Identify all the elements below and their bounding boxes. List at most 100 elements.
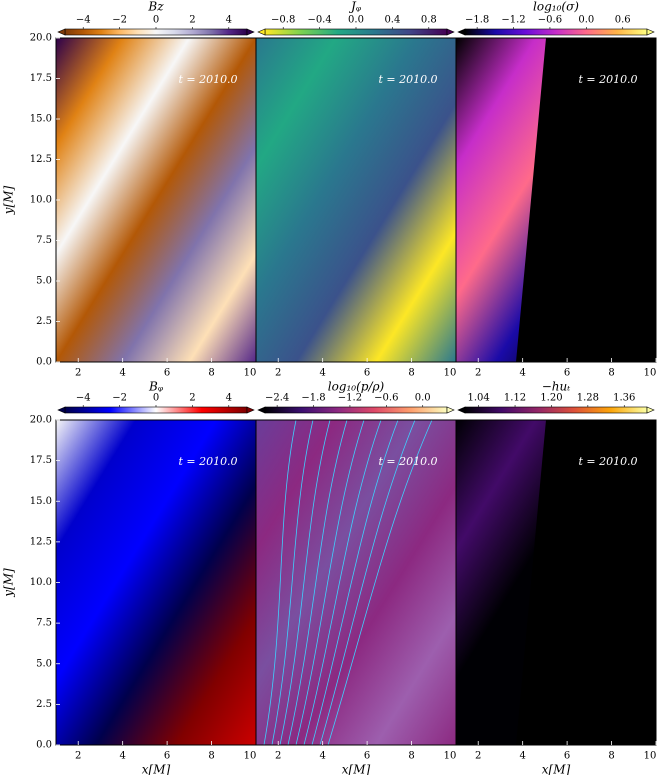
x-tick-label: 4 <box>519 368 525 379</box>
annotation: t = 2010.0 <box>378 73 437 86</box>
y-tick-label: 20.0 <box>30 33 52 44</box>
field-image <box>56 420 256 745</box>
colorbar-extend-low <box>257 28 266 36</box>
colorbar-tick-label: −0.8 <box>271 15 295 26</box>
x-tick-label: 2 <box>275 751 281 762</box>
colorbar-tick-label: 1.20 <box>540 393 562 404</box>
colorbar-tick-label: 1.04 <box>468 393 490 404</box>
streamline <box>319 419 416 746</box>
y-tick-label: 15.0 <box>30 496 52 507</box>
colorbar-tick-label: −2.4 <box>265 393 289 404</box>
colorbar-extend-low <box>57 28 66 36</box>
x-tick-label: 6 <box>564 751 570 762</box>
streamline <box>263 419 297 746</box>
y-tick-label: 20.0 <box>30 415 52 426</box>
x-tick-label: 8 <box>608 368 614 379</box>
colorbar-extend-high <box>246 28 255 36</box>
x-axis-label: x[M] <box>342 763 371 775</box>
annotation: t = 2010.0 <box>178 73 237 86</box>
colorbar <box>264 28 448 36</box>
y-tick-label: 2.5 <box>36 316 52 327</box>
x-tick-label: 4 <box>319 368 325 379</box>
x-tick-label: 6 <box>564 368 570 379</box>
colorbar-tick-label: −4 <box>76 15 91 26</box>
colorbar-tick-label: −1.2 <box>338 393 362 404</box>
colorbar-tick-label: −2 <box>112 393 127 404</box>
x-tick-label: 4 <box>319 751 325 762</box>
y-tick-label: 17.5 <box>30 73 52 84</box>
colorbar-tick-label: 0.0 <box>415 393 431 404</box>
x-axis-label: x[M] <box>142 763 171 775</box>
field-dark-region <box>516 420 656 745</box>
x-tick-label: 10 <box>644 751 657 762</box>
streamline <box>287 419 348 746</box>
x-tick-label: 8 <box>208 368 214 379</box>
colorbar <box>464 406 648 414</box>
colorbar-extend-high <box>646 406 655 414</box>
x-axis-label: x[M] <box>542 763 571 775</box>
colorbar-extend-low <box>457 406 466 414</box>
colorbar-tick-label: −1.8 <box>301 393 325 404</box>
streamline <box>295 419 365 746</box>
x-tick-label: 8 <box>608 751 614 762</box>
colorbar-tick-label: −4 <box>76 393 91 404</box>
annotation: t = 2010.0 <box>578 73 637 86</box>
y-tick-label: 0.0 <box>36 357 52 368</box>
colorbar-tick-label: 0 <box>153 15 159 26</box>
colorbar-tick-label: −2 <box>112 15 127 26</box>
y-tick-label: 12.5 <box>30 536 52 547</box>
panel-frame <box>455 419 657 746</box>
streamline <box>311 419 399 746</box>
colorbar-tick-label: −0.4 <box>307 15 331 26</box>
colorbar-extend-high <box>446 406 455 414</box>
colorbar-tick-label: 0.4 <box>384 15 400 26</box>
colorbar-tick-label: 0 <box>153 393 159 404</box>
y-tick-label: 10.0 <box>30 577 52 588</box>
colorbar-tick-label: 0.0 <box>578 15 594 26</box>
colorbar-tick-label: −1.2 <box>501 15 525 26</box>
field-image <box>256 420 456 745</box>
colorbar-title: Bᵩ <box>148 380 164 394</box>
colorbar-title: −huₜ <box>542 380 571 394</box>
colorbar-tick-label: 4 <box>226 393 232 404</box>
colorbar-title: Jᵩ <box>348 0 362 14</box>
colorbar-tick-label: 0.0 <box>348 15 364 26</box>
y-tick-label: 7.5 <box>36 235 52 246</box>
colorbar-extend-low <box>457 28 466 36</box>
streamline <box>327 419 433 746</box>
colorbar-extend-low <box>57 406 66 414</box>
colorbar-tick-label: 0.8 <box>421 15 437 26</box>
panel-frame <box>455 37 657 363</box>
colorbar <box>64 406 248 414</box>
annotation: t = 2010.0 <box>378 455 437 468</box>
colorbar-tick-label: 1.36 <box>613 393 635 404</box>
colorbar-title: log₁₀(σ) <box>533 0 579 14</box>
colorbar-tick-label: 2 <box>189 393 195 404</box>
colorbar-tick-label: 4 <box>226 15 232 26</box>
x-tick-label: 4 <box>119 751 125 762</box>
colorbar <box>264 406 448 414</box>
y-tick-label: 7.5 <box>36 618 52 629</box>
x-tick-label: 2 <box>75 368 81 379</box>
x-tick-label: 4 <box>119 368 125 379</box>
x-tick-label: 2 <box>275 368 281 379</box>
colorbar-extend-high <box>446 28 455 36</box>
x-tick-label: 10 <box>444 751 457 762</box>
y-tick-label: 2.5 <box>36 699 52 710</box>
colorbar-tick-label: 0.6 <box>615 15 631 26</box>
annotation: t = 2010.0 <box>578 455 637 468</box>
colorbar-extend-high <box>246 406 255 414</box>
y-tick-label: 0.0 <box>36 740 52 751</box>
y-tick-label: 15.0 <box>30 114 52 125</box>
x-tick-label: 8 <box>408 368 414 379</box>
x-tick-label: 10 <box>644 368 657 379</box>
x-tick-label: 6 <box>364 368 370 379</box>
x-tick-label: 6 <box>364 751 370 762</box>
x-tick-label: 10 <box>244 751 257 762</box>
x-tick-label: 2 <box>475 368 481 379</box>
streamline <box>279 419 331 746</box>
x-tick-label: 2 <box>475 751 481 762</box>
colorbar-tick-label: −0.6 <box>374 393 398 404</box>
y-tick-label: 10.0 <box>30 195 52 206</box>
